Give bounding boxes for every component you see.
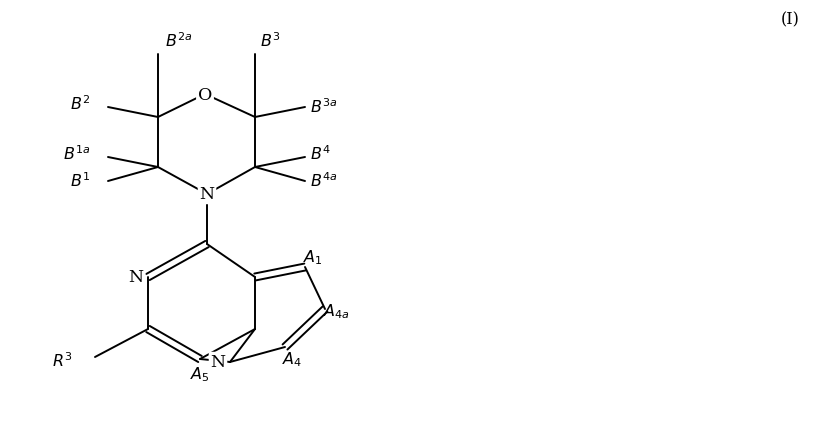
Text: $A_{4a}$: $A_{4a}$ (323, 302, 351, 321)
Text: N: N (200, 186, 215, 203)
Text: $B^{1a}$: $B^{1a}$ (63, 145, 90, 164)
Text: $B^{3}$: $B^{3}$ (260, 33, 280, 51)
Text: $A_4$: $A_4$ (282, 350, 302, 368)
Text: $A_1$: $A_1$ (303, 248, 323, 267)
Text: $B^{3a}$: $B^{3a}$ (310, 99, 337, 117)
Text: $B^{1}$: $B^{1}$ (70, 172, 90, 191)
Text: N: N (210, 354, 225, 371)
Text: $A_5$: $A_5$ (190, 365, 210, 384)
Text: $B^{4a}$: $B^{4a}$ (310, 172, 337, 191)
Text: $B^{2}$: $B^{2}$ (70, 95, 90, 114)
Text: $B^{2a}$: $B^{2a}$ (165, 33, 192, 51)
Text: N: N (129, 269, 144, 286)
Text: $B^{4}$: $B^{4}$ (310, 145, 331, 164)
Text: $R^{3}$: $R^{3}$ (52, 352, 72, 371)
Text: (I): (I) (780, 11, 799, 29)
Text: O: O (198, 86, 212, 103)
